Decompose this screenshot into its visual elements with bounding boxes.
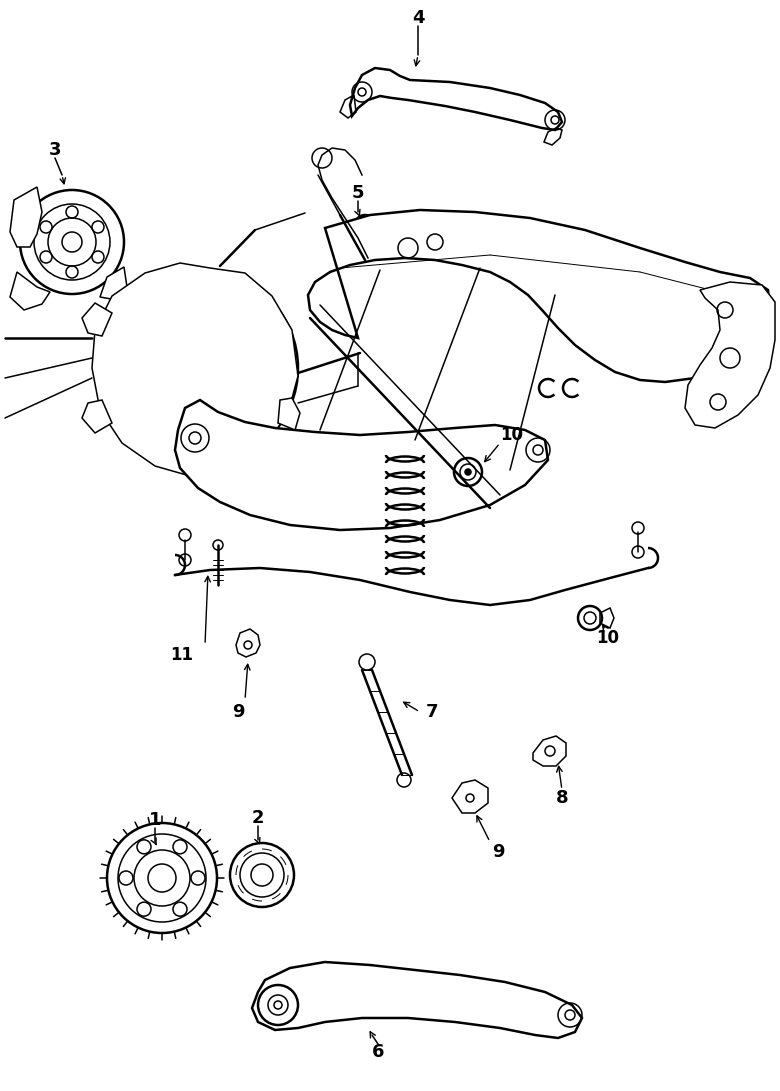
Polygon shape [350,68,562,130]
Polygon shape [82,303,112,336]
Text: 8: 8 [555,789,569,807]
Polygon shape [252,962,582,1038]
Polygon shape [175,400,548,530]
Text: 2: 2 [252,810,264,827]
Polygon shape [92,263,298,476]
Text: 3: 3 [49,141,62,159]
Polygon shape [10,272,50,310]
Text: 9: 9 [491,843,504,861]
Circle shape [465,469,471,475]
Polygon shape [533,736,566,766]
Polygon shape [10,187,42,247]
Text: 9: 9 [232,703,244,721]
Text: 4: 4 [412,9,424,27]
Text: 10: 10 [501,425,523,444]
Polygon shape [236,630,260,657]
Text: 10: 10 [597,630,619,647]
Polygon shape [82,400,112,433]
Text: 7: 7 [426,703,438,721]
Text: 1: 1 [149,811,161,829]
Text: 11: 11 [171,646,193,664]
Polygon shape [452,780,488,813]
Polygon shape [308,209,770,382]
Text: 5: 5 [352,184,364,202]
Text: 6: 6 [372,1043,385,1062]
Polygon shape [100,267,127,300]
Polygon shape [278,398,300,430]
Polygon shape [685,281,775,428]
